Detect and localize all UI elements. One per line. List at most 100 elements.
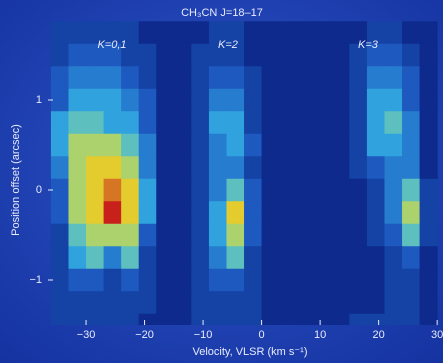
heatmap-cell <box>384 246 403 270</box>
heatmap-cell <box>419 268 438 292</box>
heatmap-cell <box>366 291 385 315</box>
heatmap-cell <box>208 223 227 247</box>
annotation: K=2 <box>218 39 238 51</box>
heatmap-cell <box>138 313 157 325</box>
heatmap-cell <box>156 268 175 292</box>
heatmap-cell <box>68 111 87 135</box>
heatmap-cell <box>191 133 210 157</box>
heatmap-cell <box>296 88 315 112</box>
heatmap-cell <box>349 313 368 325</box>
x-tick-label: 0 <box>259 329 265 341</box>
heatmap-cell <box>103 268 122 292</box>
heatmap-cell <box>50 21 69 45</box>
heatmap-cell <box>103 111 122 135</box>
heatmap-cell <box>68 201 87 225</box>
heatmap-cell <box>279 88 298 112</box>
heatmap-cell <box>384 133 403 157</box>
heatmap-cell <box>279 156 298 180</box>
heatmap-cell <box>86 291 105 315</box>
heatmap-cell <box>208 178 227 202</box>
heatmap-cell <box>138 111 157 135</box>
heatmap-cell <box>279 246 298 270</box>
heatmap-cell <box>296 66 315 90</box>
x-tick-label: −30 <box>77 329 96 341</box>
y-tick-label: 0 <box>36 184 42 196</box>
heatmap-cell <box>366 268 385 292</box>
heatmap-cell <box>121 291 140 315</box>
heatmap-cell <box>349 291 368 315</box>
heatmap-cell <box>366 43 385 67</box>
heatmap-cell <box>156 43 175 67</box>
heatmap-cell <box>173 246 192 270</box>
heatmap-cell <box>156 66 175 90</box>
heatmap-cell <box>86 313 105 325</box>
heatmap-cell <box>103 313 122 325</box>
heatmap-cell <box>384 88 403 112</box>
heatmap-cell <box>261 246 280 270</box>
heatmap-cell <box>50 178 69 202</box>
heatmap-cell <box>296 201 315 225</box>
heatmap-cell <box>384 313 403 325</box>
x-tick-label: −10 <box>194 329 213 341</box>
heatmap-cell <box>419 66 438 90</box>
heatmap-cell <box>121 43 140 67</box>
x-tick-label: −20 <box>135 329 154 341</box>
heatmap-cell <box>296 156 315 180</box>
heatmap-cell <box>173 156 192 180</box>
heatmap-cell <box>366 66 385 90</box>
heatmap-cell <box>261 223 280 247</box>
heatmap-cell <box>208 291 227 315</box>
heatmap-cell <box>121 21 140 45</box>
heatmap-cell <box>419 246 438 270</box>
heatmap-cell <box>191 21 210 45</box>
heatmap-cell <box>384 111 403 135</box>
heatmap-cell <box>50 313 69 325</box>
heatmap-cell <box>402 178 421 202</box>
heatmap-cell <box>296 21 315 45</box>
heatmap-cell <box>226 111 245 135</box>
heatmap-cell <box>173 66 192 90</box>
heatmap-cell <box>244 178 263 202</box>
heatmap-cell <box>173 111 192 135</box>
heatmap-cell <box>68 268 87 292</box>
heatmap-cell <box>156 201 175 225</box>
heatmap-cell <box>86 156 105 180</box>
heatmap-cell <box>296 313 315 325</box>
heatmap-cell <box>68 88 87 112</box>
heatmap-cell <box>402 313 421 325</box>
heatmap-cell <box>261 313 280 325</box>
heatmap-cell <box>86 88 105 112</box>
heatmap-cell <box>331 66 350 90</box>
heatmap-cell <box>296 246 315 270</box>
heatmap-cell <box>419 43 438 67</box>
heatmap-cell <box>366 313 385 325</box>
heatmap-cell <box>68 66 87 90</box>
heatmap-cell <box>366 133 385 157</box>
heatmap-cell <box>50 111 69 135</box>
heatmap-cell <box>402 201 421 225</box>
heatmap-cell <box>419 156 438 180</box>
heatmap-cell <box>384 156 403 180</box>
heatmap-cell <box>402 291 421 315</box>
heatmap-cell <box>68 178 87 202</box>
heatmap-cell <box>86 246 105 270</box>
heatmap-cell <box>191 156 210 180</box>
heatmap-cell <box>349 178 368 202</box>
heatmap-cell <box>103 201 122 225</box>
heatmap-cell <box>103 66 122 90</box>
heatmap-cell <box>156 21 175 45</box>
heatmap-cell <box>156 156 175 180</box>
heatmap-cell <box>296 291 315 315</box>
heatmap-cell <box>226 21 245 45</box>
heatmap-cell <box>366 246 385 270</box>
heatmap-cell <box>121 156 140 180</box>
heatmap-cell <box>244 43 263 67</box>
heatmap-cell <box>349 66 368 90</box>
heatmap-cell <box>68 291 87 315</box>
heatmap-cell <box>296 178 315 202</box>
heatmap-cell <box>191 66 210 90</box>
heatmap-cell <box>331 43 350 67</box>
heatmap-cell <box>226 201 245 225</box>
